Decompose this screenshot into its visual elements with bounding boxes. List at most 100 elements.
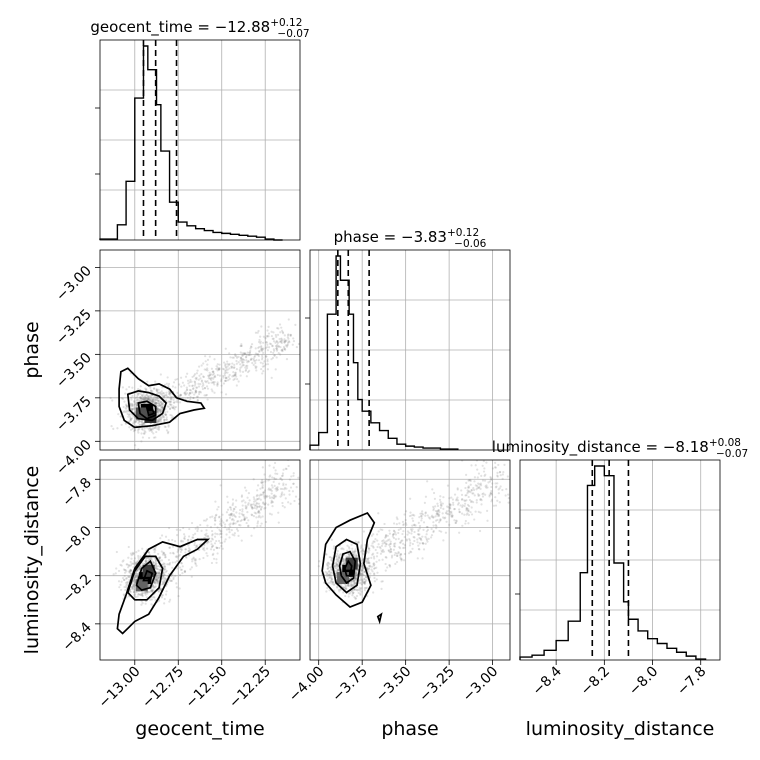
sample-point — [417, 529, 420, 533]
sample-point — [246, 511, 249, 514]
sample-point — [151, 590, 154, 593]
sample-point — [380, 544, 384, 547]
sample-point — [149, 399, 152, 402]
sample-point — [367, 561, 370, 564]
sample-point — [361, 564, 364, 567]
sample-point — [242, 358, 246, 362]
sample-point — [191, 391, 194, 394]
sample-point — [348, 554, 351, 557]
sample-point — [148, 426, 151, 429]
sample-point — [138, 428, 141, 431]
sample-point — [474, 510, 477, 513]
sample-point — [283, 488, 286, 491]
sample-point — [133, 559, 136, 562]
sample-point — [428, 517, 432, 520]
sample-point — [166, 376, 169, 379]
sample-point — [156, 399, 159, 402]
panel-frame — [99, 249, 301, 451]
sample-point — [456, 496, 459, 499]
sample-point — [235, 359, 238, 363]
sample-point — [261, 356, 264, 359]
sample-point — [130, 407, 133, 410]
sample-point — [144, 396, 148, 399]
sample-point — [152, 399, 155, 402]
sample-point — [438, 513, 441, 516]
sample-point — [434, 509, 437, 513]
sample-point — [155, 396, 158, 399]
sample-point — [231, 356, 234, 359]
sample-point — [168, 526, 171, 530]
sample-point — [186, 379, 190, 382]
sample-point — [458, 510, 461, 514]
sample-point — [146, 397, 149, 400]
sample-point — [147, 397, 150, 400]
sample-point — [421, 513, 425, 516]
sample-point — [169, 551, 172, 555]
sample-point — [389, 540, 392, 543]
sample-point — [355, 588, 358, 591]
sample-point — [197, 385, 201, 388]
sample-point — [233, 514, 236, 518]
sample-point — [232, 375, 235, 378]
sample-point — [137, 431, 140, 434]
sample-point — [439, 518, 442, 521]
sample-point — [197, 365, 201, 368]
sample-point — [184, 548, 187, 551]
sample-point — [144, 431, 147, 434]
sample-point — [347, 592, 350, 595]
sample-point — [426, 525, 429, 529]
sample-point — [237, 534, 240, 537]
sample-point — [354, 574, 357, 577]
sample-point — [122, 411, 125, 414]
contour-level-1 — [126, 555, 164, 601]
sample-point — [409, 550, 412, 553]
sample-point — [355, 555, 358, 558]
sample-point — [194, 532, 197, 535]
sample-point — [129, 552, 133, 555]
sample-point — [270, 500, 273, 503]
sample-point — [151, 427, 155, 430]
sample-point — [216, 381, 219, 384]
sample-point — [283, 347, 286, 350]
sample-point — [216, 526, 219, 529]
sample-point — [257, 354, 260, 358]
sample-point — [466, 489, 469, 492]
sample-point — [215, 539, 218, 543]
sample-point — [239, 351, 242, 354]
sample-point — [345, 584, 348, 587]
sample-point — [163, 572, 166, 575]
tick-label: −8.0 — [59, 523, 94, 558]
sample-point — [466, 509, 470, 512]
sample-point — [184, 393, 187, 396]
sample-point — [156, 581, 159, 584]
sample-point — [131, 588, 134, 591]
sample-point — [156, 427, 159, 430]
sample-point — [147, 397, 150, 401]
sample-point — [132, 415, 135, 418]
sample-point — [144, 394, 147, 398]
sample-point — [342, 561, 346, 564]
sample-point — [262, 491, 265, 494]
sample-point — [352, 584, 355, 587]
sample-point — [214, 532, 217, 535]
sample-point — [441, 512, 444, 515]
sample-point — [383, 522, 386, 526]
sample-point — [359, 581, 362, 585]
sample-point — [372, 564, 375, 567]
sample-point — [163, 554, 166, 557]
sample-point — [297, 476, 300, 479]
sample-point — [501, 477, 504, 480]
sample-point — [216, 366, 219, 369]
sample-point — [439, 503, 443, 506]
sample-point — [161, 583, 165, 586]
sample-point — [497, 463, 500, 467]
sample-point — [268, 495, 271, 498]
sample-point — [139, 593, 142, 596]
sample-point — [265, 355, 268, 358]
sample-point — [128, 570, 132, 573]
sample-point — [352, 579, 356, 582]
sample-point — [214, 519, 217, 522]
sample-point — [346, 549, 349, 552]
sample-point — [140, 420, 143, 423]
sample-point — [189, 397, 192, 401]
